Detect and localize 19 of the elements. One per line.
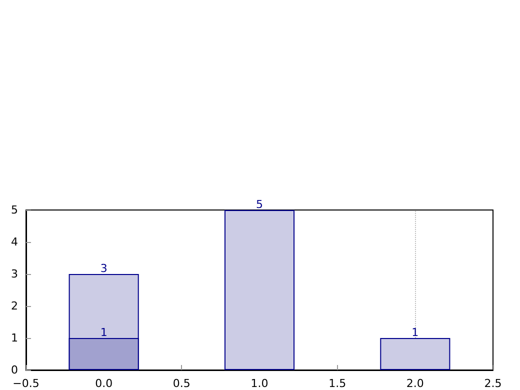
x-tick-label: 2.5 bbox=[484, 377, 502, 390]
y-tick-label: 2 bbox=[11, 300, 18, 312]
bar bbox=[380, 338, 450, 370]
data-label: 1 bbox=[412, 326, 419, 339]
x-tick-label: 0.5 bbox=[172, 377, 190, 390]
x-tick-label: 1.5 bbox=[328, 377, 346, 390]
data-label: 3 bbox=[100, 262, 108, 275]
y-tick-label: 3 bbox=[11, 268, 18, 280]
y-tick-label: 4 bbox=[11, 236, 18, 248]
y-tick-label: 1 bbox=[11, 332, 18, 344]
x-tick-label: −0.5 bbox=[12, 377, 40, 390]
y-tick-label: 0 bbox=[11, 364, 18, 376]
y-tick-label: 5 bbox=[11, 204, 18, 216]
data-label: 1 bbox=[100, 326, 108, 339]
x-tick-label: 2.0 bbox=[406, 377, 424, 390]
x-tick-label: 1.0 bbox=[250, 377, 268, 390]
bar bbox=[224, 210, 295, 370]
x-tick-label: 0.0 bbox=[95, 377, 113, 390]
data-label: 5 bbox=[256, 198, 263, 211]
